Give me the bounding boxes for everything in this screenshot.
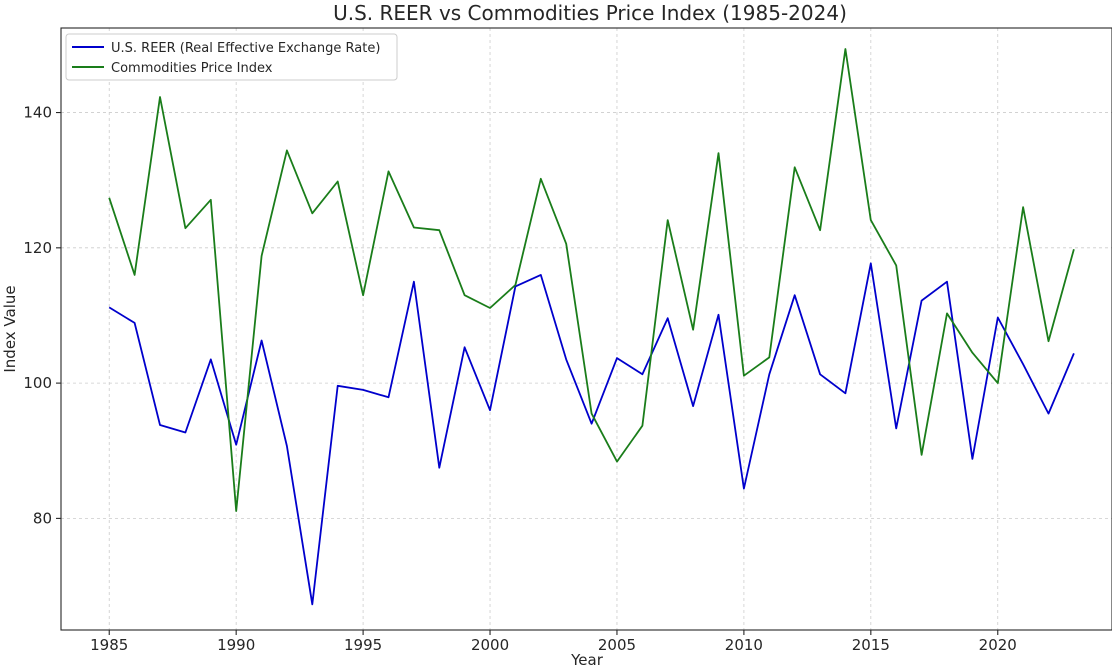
x-tick-label: 2005: [598, 636, 636, 654]
y-tick-label: 80: [33, 509, 52, 527]
chart-title: U.S. REER vs Commodities Price Index (19…: [333, 1, 847, 25]
x-tick-label: 2010: [725, 636, 763, 654]
y-tick-label: 140: [23, 104, 52, 122]
axes-ticks: 1985 1990 1995 2000 2005 2010 2015 2020 80 100 120…: [23, 104, 1016, 654]
x-tick-label: 2000: [471, 636, 509, 654]
legend-label-commodities: Commodities Price Index: [111, 61, 273, 76]
legend-box: [65, 33, 398, 81]
y-tick-label: 120: [23, 239, 52, 257]
x-tick-label: 2015: [852, 636, 890, 654]
y-axis-label: Index Value: [1, 285, 19, 372]
legend-label-reer: U.S. REER (Real Effective Exchange Rate): [111, 41, 380, 56]
legend: U.S. REER (Real Effective Exchange Rate)…: [65, 33, 398, 81]
x-tick-label: 1985: [90, 636, 128, 654]
x-tick-label: 2020: [979, 636, 1017, 654]
x-axis-label: Year: [570, 651, 604, 666]
plot-frame: [60, 27, 1112, 631]
y-tick-label: 100: [23, 374, 52, 392]
series-layer: [108, 48, 1075, 606]
x-tick-label: 1995: [344, 636, 382, 654]
grid: [61, 28, 1112, 630]
commodities-series-line: [108, 48, 1075, 512]
x-tick-label: 1990: [217, 636, 255, 654]
reer-series-line: [108, 262, 1075, 606]
